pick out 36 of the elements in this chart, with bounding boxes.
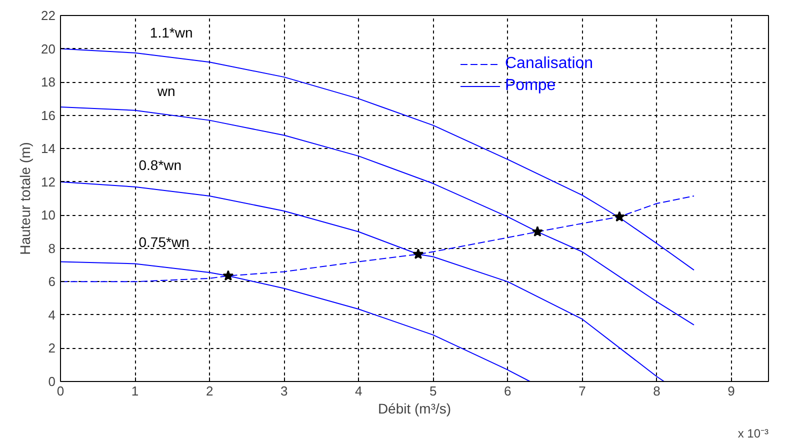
annotation: 0.75*wn xyxy=(138,234,190,250)
x-tick-label: 5 xyxy=(430,384,437,398)
x-tick-label: 9 xyxy=(728,384,735,398)
annotation: wn xyxy=(156,82,176,99)
y-tick-label: 18 xyxy=(41,74,56,90)
y-tick-label: 20 xyxy=(41,41,56,56)
y-tick-label: 16 xyxy=(41,108,56,123)
y-tick-label: 2 xyxy=(48,340,56,356)
annotation: 1.1*wn xyxy=(150,24,193,41)
line-series xyxy=(60,106,694,326)
y-tick-label: 0 xyxy=(48,374,56,389)
y-axis-title: Hauteur totale (m) xyxy=(17,142,34,255)
legend-label: Pompe xyxy=(505,77,556,95)
y-tick-label: 6 xyxy=(48,274,56,290)
y-tick-label: 10 xyxy=(41,208,56,223)
x-axis-title: Débit (m³/s) xyxy=(378,400,452,416)
y-tick-label: 12 xyxy=(41,174,56,190)
point xyxy=(412,248,424,260)
x-tick-label: 6 xyxy=(504,384,512,398)
x-tick-label: 1 xyxy=(131,384,139,398)
x-tick-label: 2 xyxy=(206,384,214,398)
legend-label: Canalisation xyxy=(505,55,594,73)
x-tick-label: 8 xyxy=(653,384,660,398)
text: x 10⁻³ xyxy=(738,426,769,440)
annotation: 0.8*wn xyxy=(138,157,182,174)
point xyxy=(532,226,543,237)
y-tick-label: 8 xyxy=(48,240,56,256)
x-tick-label: 3 xyxy=(280,384,288,398)
y-tick-label: 22 xyxy=(41,8,56,23)
y-tick-label: 14 xyxy=(41,141,56,156)
point xyxy=(222,270,234,281)
line-series xyxy=(60,48,694,271)
x-tick-label: 4 xyxy=(354,384,362,398)
x-tick-label: 7 xyxy=(578,384,586,398)
y-tick-label: 4 xyxy=(48,307,56,322)
point xyxy=(614,211,625,222)
